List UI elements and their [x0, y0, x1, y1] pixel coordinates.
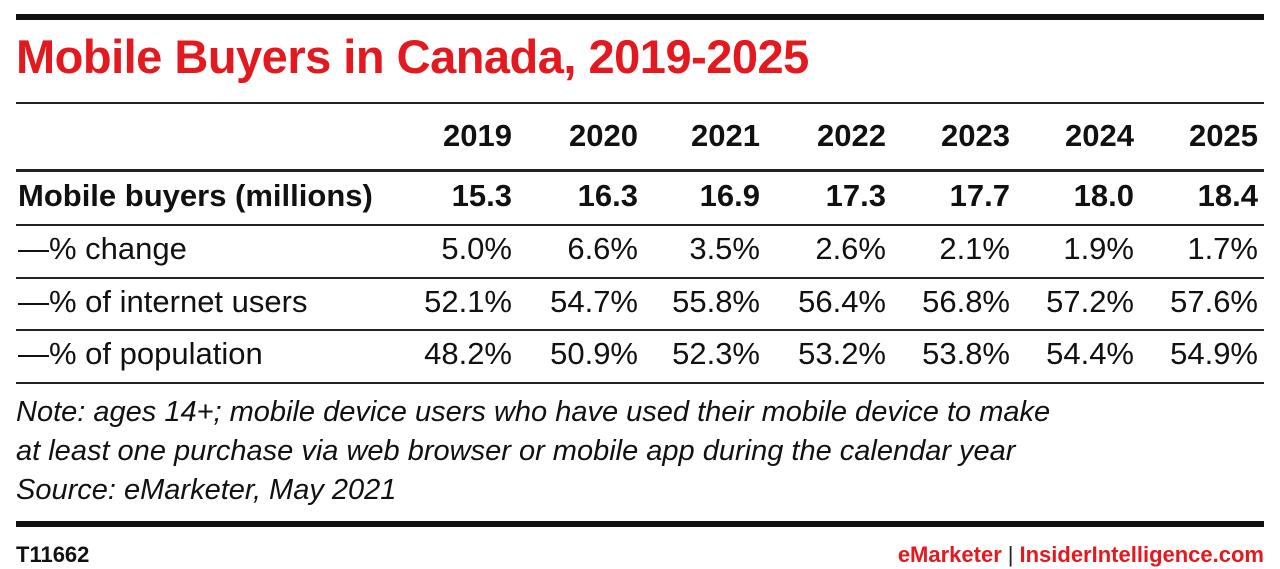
column-header-2019: 2019	[443, 118, 512, 153]
column-header-2022: 2022	[817, 118, 886, 153]
note-line-1: Note: ages 14+; mobile device users who …	[16, 396, 1051, 428]
row-label-1: —% change	[18, 231, 187, 266]
table-cell-r1-2020: 6.6%	[567, 231, 638, 266]
rule-row-3	[16, 329, 1264, 331]
row-label-0: Mobile buyers (millions)	[18, 178, 373, 213]
table-cell-r0-2025: 18.4	[1197, 178, 1258, 213]
table-cell-r3-2019: 48.2%	[424, 336, 512, 371]
rule-header-bottom	[16, 169, 1264, 172]
column-header-2021: 2021	[691, 118, 760, 153]
table-cell-r0-2023: 17.7	[949, 178, 1010, 213]
table-cell-r3-2020: 50.9%	[550, 336, 638, 371]
table-cell-r3-2022: 53.2%	[798, 336, 886, 371]
note-line-2: at least one purchase via web browser or…	[16, 435, 1016, 467]
table-cell-r1-2022: 2.6%	[815, 231, 886, 266]
footer-brand: eMarketer | InsiderIntelligence.com	[898, 542, 1264, 568]
table-cell-r2-2020: 54.7%	[550, 284, 638, 319]
table-cell-r3-2025: 54.9%	[1170, 336, 1258, 371]
table-cell-r2-2021: 55.8%	[672, 284, 760, 319]
table-cell-r2-2019: 52.1%	[424, 284, 512, 319]
table-cell-r0-2020: 16.3	[577, 178, 638, 213]
rule-header-top	[16, 102, 1264, 104]
chart-title: Mobile Buyers in Canada, 2019-2025	[16, 30, 809, 83]
brand-separator: |	[1007, 542, 1014, 567]
table-cell-r0-2019: 15.3	[451, 178, 512, 213]
bottom-rule	[16, 521, 1264, 527]
table-cell-r0-2021: 16.9	[699, 178, 760, 213]
table-cell-r3-2021: 52.3%	[672, 336, 760, 371]
row-label-3: —% of population	[18, 336, 263, 371]
rule-row-2	[16, 277, 1264, 279]
row-label-2: —% of internet users	[18, 284, 308, 319]
table-cell-r1-2021: 3.5%	[689, 231, 760, 266]
top-rule	[16, 14, 1264, 20]
column-header-2020: 2020	[569, 118, 638, 153]
rule-row-4	[16, 382, 1264, 384]
table-cell-r1-2023: 2.1%	[939, 231, 1010, 266]
table-cell-r2-2024: 57.2%	[1046, 284, 1134, 319]
brand-insiderintelligence: InsiderIntelligence.com	[1019, 542, 1264, 567]
chart-id: T11662	[16, 542, 90, 567]
table-cell-r1-2025: 1.7%	[1187, 231, 1258, 266]
table-cell-r0-2022: 17.3	[825, 178, 886, 213]
note-source: Source: eMarketer, May 2021	[16, 474, 397, 506]
column-header-2023: 2023	[941, 118, 1010, 153]
chart-note: Note: ages 14+; mobile device users who …	[16, 393, 1266, 510]
table-cell-r3-2024: 54.4%	[1046, 336, 1134, 371]
rule-row-1	[16, 224, 1264, 226]
table-cell-r2-2025: 57.6%	[1170, 284, 1258, 319]
brand-emarketer: eMarketer	[897, 542, 1002, 567]
column-header-2024: 2024	[1065, 118, 1134, 153]
table-cell-r2-2022: 56.4%	[798, 284, 886, 319]
table-cell-r0-2024: 18.0	[1073, 178, 1134, 213]
table-cell-r3-2023: 53.8%	[922, 336, 1010, 371]
table-cell-r1-2024: 1.9%	[1063, 231, 1134, 266]
table-cell-r1-2019: 5.0%	[441, 231, 512, 266]
table-cell-r2-2023: 56.8%	[922, 284, 1010, 319]
column-header-2025: 2025	[1189, 118, 1258, 153]
